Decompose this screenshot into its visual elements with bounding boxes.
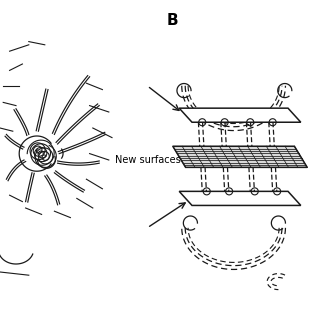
Polygon shape xyxy=(173,146,307,167)
Polygon shape xyxy=(179,191,301,205)
Polygon shape xyxy=(179,108,301,122)
Text: New surfaces: New surfaces xyxy=(115,155,181,165)
Text: B: B xyxy=(166,13,178,28)
